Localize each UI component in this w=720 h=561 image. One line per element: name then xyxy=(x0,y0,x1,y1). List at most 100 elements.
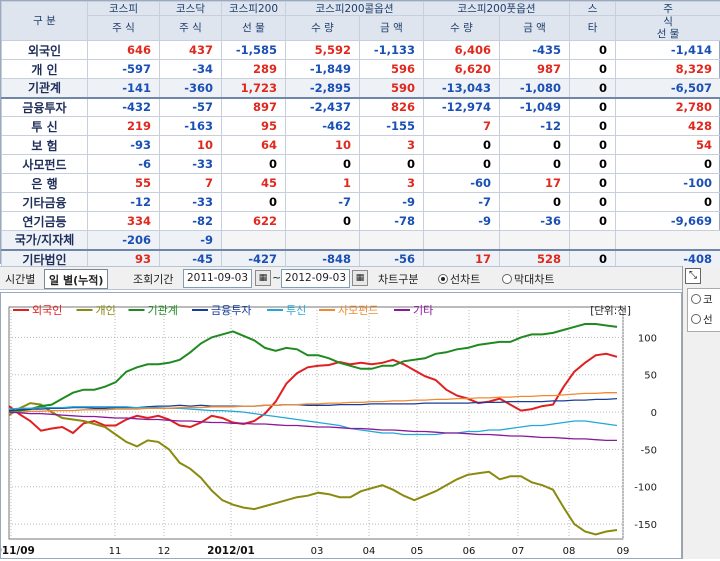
table-cell: -82 xyxy=(160,212,222,231)
table-cell: 6,620 xyxy=(424,60,500,79)
legend-label: 사모펀드 xyxy=(338,304,378,317)
bar-chart-label: 막대차트 xyxy=(514,273,554,286)
table-cell: 0 xyxy=(570,136,616,155)
table-cell: 64 xyxy=(222,136,286,155)
table-cell: -141 xyxy=(88,79,160,98)
table-cell: 826 xyxy=(360,98,424,117)
table-cell: -1,133 xyxy=(360,41,424,60)
row-label: 은 행 xyxy=(2,174,88,193)
table-cell: -34 xyxy=(160,60,222,79)
table-cell: -9,669 xyxy=(616,212,720,231)
table-cell: 219 xyxy=(88,117,160,136)
table-cell: 596 xyxy=(360,60,424,79)
header-stock-futures-line1: 식 xyxy=(663,16,673,28)
header-call-option: 코스피200콜옵션 xyxy=(286,2,424,16)
legend-label: 기관계 xyxy=(148,304,178,317)
date-to-input[interactable]: 2012-09-03 xyxy=(281,269,350,288)
chart-svg: 100500-50-100-1502011/0911122012/0103040… xyxy=(1,293,681,558)
row-label: 보 험 xyxy=(2,136,88,155)
table-cell: 0 xyxy=(222,155,286,174)
legend-label: 기타 xyxy=(413,304,433,317)
x-tick-label: 04 xyxy=(363,546,376,557)
table-cell: -1,080 xyxy=(500,79,570,98)
radio-selected-icon xyxy=(438,274,448,284)
table-cell xyxy=(616,231,720,250)
right-panel: ⤡ 코 선 xyxy=(682,266,720,559)
header-put-option: 코스피200풋옵션 xyxy=(424,2,570,16)
table-cell: 0 xyxy=(286,155,360,174)
legend-label: 개인 xyxy=(96,304,116,317)
x-tick-label: 2011/09 xyxy=(1,545,35,557)
table-cell: 17 xyxy=(500,174,570,193)
table-cell: -1,414 xyxy=(616,41,720,60)
table-cell: -432 xyxy=(88,98,160,117)
resize-arrows-icon[interactable]: ⤡ xyxy=(685,268,701,284)
calendar-icon[interactable]: ▦ xyxy=(352,270,368,286)
radio-unselected-icon xyxy=(691,294,701,304)
table-cell: 0 xyxy=(500,136,570,155)
time-mode-tab[interactable]: 시간별 xyxy=(5,271,35,287)
table-cell: 1 xyxy=(286,174,360,193)
table-cell: 2,780 xyxy=(616,98,720,117)
table-cell: 3 xyxy=(360,136,424,155)
table-cell: 5,592 xyxy=(286,41,360,60)
table-cell: -6 xyxy=(88,155,160,174)
date-from-input[interactable]: 2011-09-03 xyxy=(183,269,252,288)
line-chart-radio[interactable]: 선차트 xyxy=(438,271,480,287)
table-cell: -360 xyxy=(160,79,222,98)
table-cell: -9 xyxy=(360,193,424,212)
table-cell: -7 xyxy=(286,193,360,212)
header-star-bottom: 타 xyxy=(570,16,616,41)
x-tick-label: 06 xyxy=(463,546,476,557)
legend-label: 외국인 xyxy=(32,304,62,317)
table-cell: 987 xyxy=(500,60,570,79)
header-put-qty: 수 량 xyxy=(424,16,500,41)
table-cell: 0 xyxy=(570,41,616,60)
legend-label: 투신 xyxy=(286,304,306,317)
x-tick-label: 08 xyxy=(563,546,576,557)
table-cell: -93 xyxy=(88,136,160,155)
table-cell: 6,406 xyxy=(424,41,500,60)
calendar-icon[interactable]: ▦ xyxy=(255,270,271,286)
table-cell: 1,723 xyxy=(222,79,286,98)
table-cell: 0 xyxy=(360,155,424,174)
period-label: 조회기간 xyxy=(133,271,173,287)
row-label: 개 인 xyxy=(2,60,88,79)
table-cell: -12 xyxy=(500,117,570,136)
table-row[interactable]: 국가/지자체-206-9 xyxy=(2,231,720,250)
row-label: 외국인 xyxy=(2,41,88,60)
x-tick-label: 09 xyxy=(617,546,630,557)
header-kospi200-futures: 선 물 xyxy=(222,16,286,41)
table-cell: 95 xyxy=(222,117,286,136)
table-cell: 0 xyxy=(570,98,616,117)
date-separator: ~ xyxy=(272,271,281,284)
y-tick-label: -100 xyxy=(634,483,657,494)
daily-cumulative-tab[interactable]: 일 별(누적) xyxy=(44,269,108,289)
table-cell: 289 xyxy=(222,60,286,79)
header-kospi200: 코스피200 xyxy=(222,2,286,16)
header-call-amt: 금 액 xyxy=(360,16,424,41)
table-cell: -462 xyxy=(286,117,360,136)
table-cell: -12 xyxy=(88,193,160,212)
table-cell xyxy=(424,231,500,250)
table-cell: -13,043 xyxy=(424,79,500,98)
row-label: 투 신 xyxy=(2,117,88,136)
bar-chart-radio[interactable]: 막대차트 xyxy=(502,271,554,287)
table-cell: -163 xyxy=(160,117,222,136)
right-option-2[interactable]: 선 xyxy=(691,312,713,327)
table-cell: 0 xyxy=(616,155,720,174)
header-category: 구 분 xyxy=(2,2,88,41)
right-option-1[interactable]: 코 xyxy=(691,292,713,307)
x-tick-label: 07 xyxy=(512,546,525,557)
chart-type-label: 차트구분 xyxy=(378,271,418,287)
